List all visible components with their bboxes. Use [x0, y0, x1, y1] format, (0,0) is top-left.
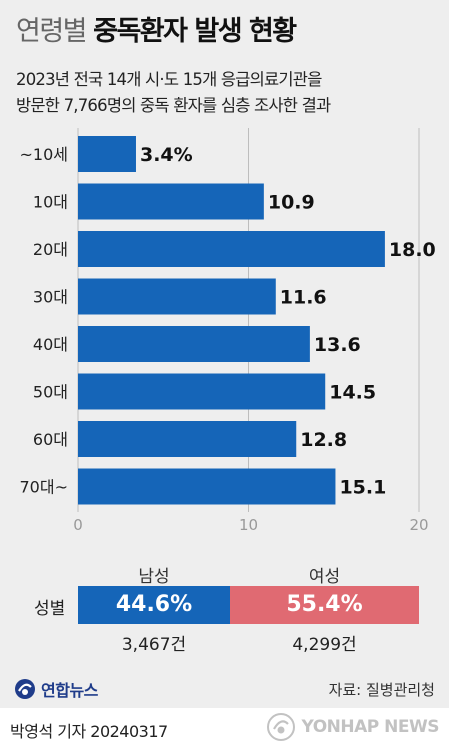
category-label: 30대 [33, 288, 68, 307]
value-label: 14.5 [329, 382, 376, 404]
x-tick-label: 10 [239, 516, 258, 534]
watermark: YONHAP NEWS [266, 712, 440, 742]
logo-text: 연합뉴스 [41, 681, 98, 700]
title-light: 연령별 [16, 16, 88, 47]
category-label: 50대 [33, 383, 68, 402]
value-label: 18.0 [389, 239, 436, 261]
category-label: 40대 [33, 335, 68, 354]
bar [78, 183, 264, 220]
gender-breakdown: 성별 남성 여성 44.6% 55.4% 3,467건 4,299건 [0, 560, 449, 670]
value-label: 13.6 [314, 334, 361, 356]
author-credit: 박영석 기자 20240317 [10, 722, 168, 741]
value-label: 15.1 [339, 477, 386, 499]
category-label: 10대 [33, 193, 68, 212]
page-title: 연령별 중독환자 발생 현황 [16, 12, 297, 52]
x-tick-label: 20 [409, 516, 428, 534]
category-label: 70대~ [20, 478, 69, 497]
bar [78, 278, 276, 315]
x-tick-label: 0 [73, 516, 83, 534]
title-bold: 중독환자 발생 현황 [93, 16, 297, 47]
yonhap-logo-icon [15, 679, 35, 699]
bar [78, 136, 136, 172]
female-share-bar: 55.4% [230, 586, 419, 624]
male-heading: 남성 [138, 567, 170, 587]
category-label: 20대 [33, 240, 68, 259]
value-label: 11.6 [280, 287, 327, 309]
female-count: 4,299건 [292, 635, 357, 655]
value-label: 10.9 [268, 192, 315, 214]
credit-strip: 박영석 기자 20240317 YONHAP NEWS [0, 708, 449, 750]
category-label: 60대 [33, 430, 68, 449]
yonhap-logo: 연합뉴스 [14, 676, 98, 702]
male-count: 3,467건 [121, 635, 187, 655]
subtitle-line-1: 2023년 전국 14개 시·도 15개 응급의료기관을 [16, 70, 322, 89]
watermark-icon [266, 713, 295, 741]
value-label: 12.8 [300, 429, 347, 451]
subtitle-line-2: 방문한 7,766명의 중독 환자를 심층 조사한 결과 [16, 96, 331, 115]
bar [78, 468, 336, 505]
age-bar-chart: 0 10 20 ~10세 3.4% 10대 10.9 20대 18.0 30대 11.6 40대 13.… [20, 128, 436, 534]
watermark-text: YONHAP NEWS [301, 717, 440, 737]
bar [78, 231, 385, 267]
bar [78, 421, 297, 457]
female-heading: 여성 [308, 567, 341, 587]
bar [78, 373, 326, 410]
male-share-bar: 44.6% [78, 586, 230, 624]
footer: 연합뉴스 자료: 질병관리청 [0, 672, 449, 708]
source-note: 자료: 질병관리청 [328, 681, 435, 699]
gender-label: 성별 [34, 599, 66, 619]
bar [78, 326, 310, 362]
value-label: 3.4% [140, 144, 193, 166]
category-label: ~10세 [20, 145, 69, 164]
